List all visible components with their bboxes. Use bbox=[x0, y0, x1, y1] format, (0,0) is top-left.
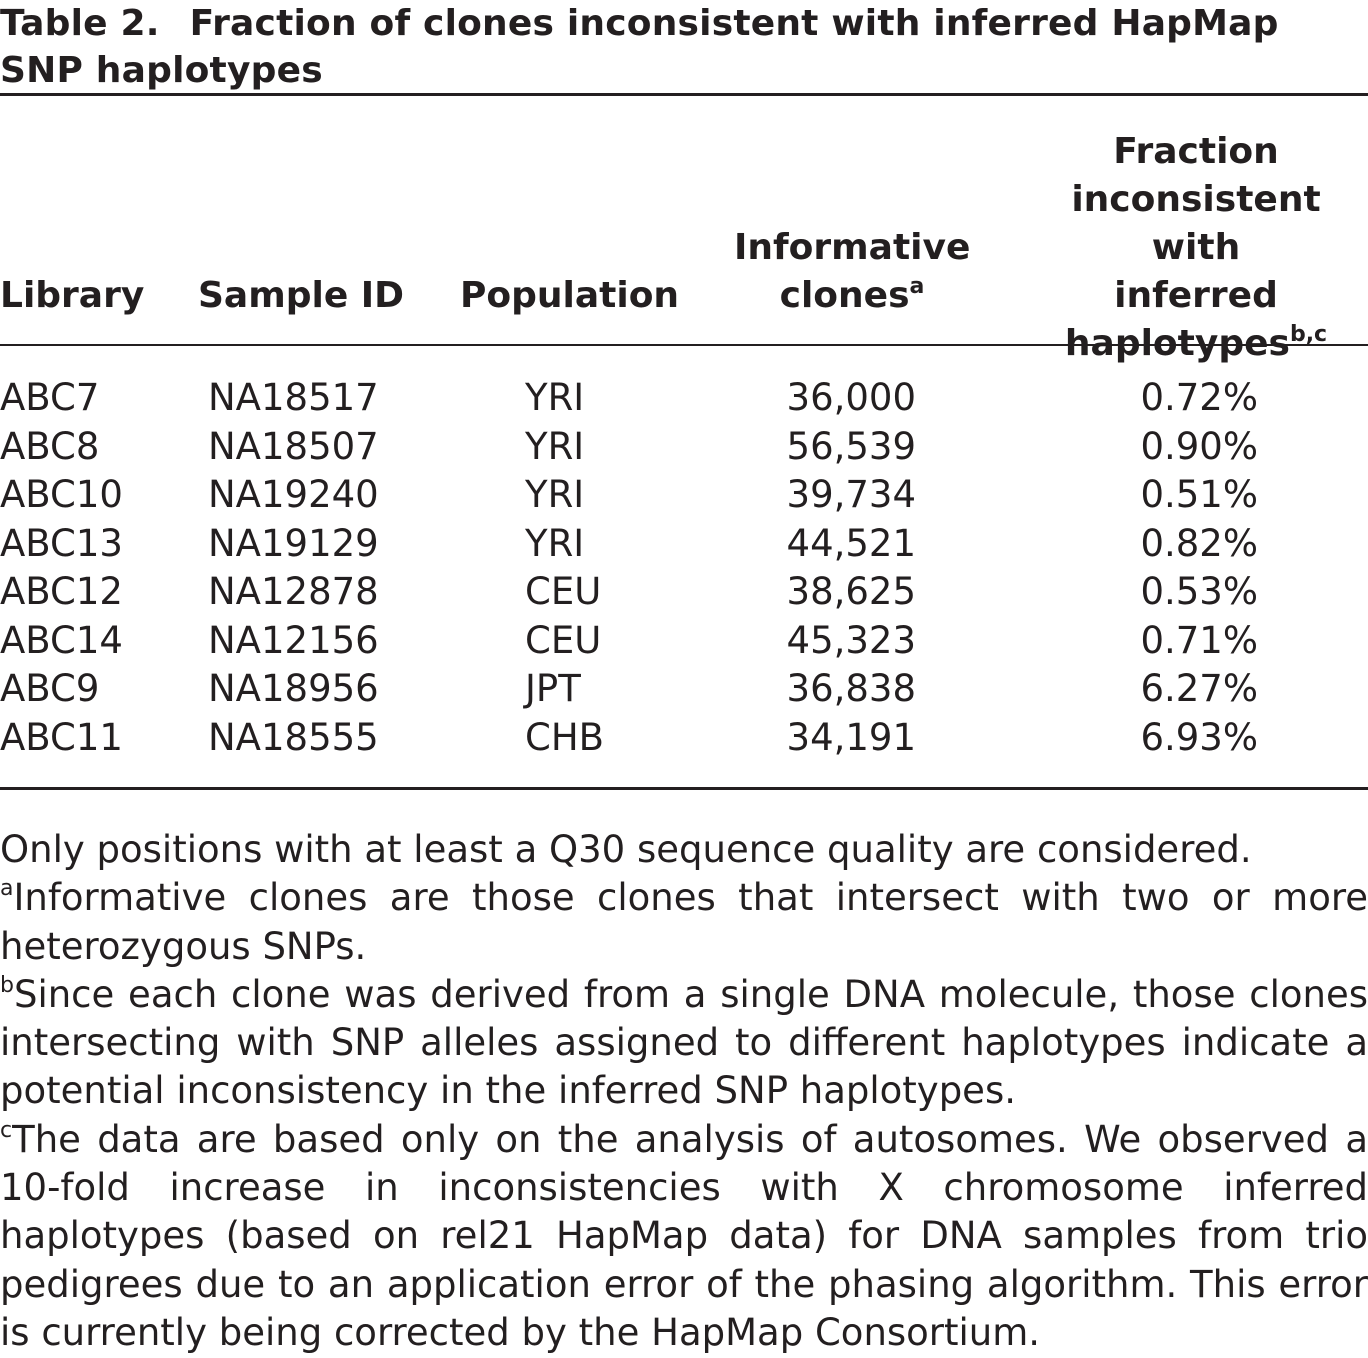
cell-informative: 39,734 bbox=[786, 473, 916, 516]
table-title: Table 2. Fraction of clones inconsistent … bbox=[0, 0, 1368, 94]
cell-library: ABC11 bbox=[0, 715, 123, 759]
table-title-line2: SNP haplotypes bbox=[0, 50, 323, 91]
footnote-c: cThe data are based only on the analysis… bbox=[0, 1116, 1368, 1357]
cell-fraction: 6.93% bbox=[1140, 715, 1258, 759]
footnote-mark-a: a bbox=[909, 274, 925, 299]
header-fraction-inconsistent: Fraction inconsistent with inferred hapl… bbox=[1024, 128, 1368, 368]
footnote-c-mark: c bbox=[0, 1117, 13, 1143]
cell-sample-id: NA19129 bbox=[208, 521, 379, 565]
cell-population: CHB bbox=[525, 715, 605, 759]
header-population: Population bbox=[460, 275, 680, 316]
cell-library: ABC13 bbox=[0, 521, 123, 565]
cell-population: YRI bbox=[525, 521, 585, 565]
footnote-general: Only positions with at least a Q30 seque… bbox=[0, 828, 1252, 871]
table-footnotes: Only positions with at least a Q30 seque… bbox=[0, 826, 1368, 1357]
cell-fraction: 0.51% bbox=[1140, 473, 1258, 516]
cell-library: ABC12 bbox=[0, 570, 123, 613]
table-row: ABC10 NA19240 YRI 39,734 0.51% bbox=[0, 471, 1368, 520]
table-row: ABC11 NA18555 CHB 34,191 6.93% bbox=[0, 714, 1368, 763]
cell-informative: 36,000 bbox=[786, 376, 916, 419]
cell-informative: 36,838 bbox=[786, 667, 916, 710]
footnote-b: bSince each clone was derived from a sin… bbox=[0, 971, 1368, 1116]
header-library: Library bbox=[0, 275, 145, 316]
cell-sample-id: NA18555 bbox=[208, 715, 379, 759]
table-row: ABC12 NA12878 CEU 38,625 0.53% bbox=[0, 568, 1368, 617]
header-informative-line2: clones bbox=[779, 275, 910, 316]
table-row: ABC7 NA18517 YRI 36,000 0.72% bbox=[0, 374, 1368, 423]
cell-population: JPT bbox=[525, 667, 581, 710]
cell-fraction: 6.27% bbox=[1140, 667, 1258, 710]
bottom-rule bbox=[0, 787, 1368, 790]
cell-sample-id: NA18507 bbox=[208, 424, 379, 468]
header-rule bbox=[0, 344, 1368, 346]
cell-informative: 56,539 bbox=[786, 424, 916, 468]
cell-population: YRI bbox=[525, 424, 585, 468]
cell-informative: 38,625 bbox=[786, 570, 916, 613]
footnote-a-text: Informative clones are those clones that… bbox=[0, 876, 1368, 968]
cell-library: ABC9 bbox=[0, 667, 100, 710]
header-fraction-line4: haplotypes bbox=[1064, 323, 1290, 364]
cell-population: CEU bbox=[525, 618, 602, 662]
cell-fraction: 0.53% bbox=[1140, 570, 1258, 613]
table-row: ABC9 NA18956 JPT 36,838 6.27% bbox=[0, 665, 1368, 714]
top-rule bbox=[0, 93, 1368, 96]
header-fraction-line2: inconsistent with bbox=[1071, 179, 1321, 268]
cell-library: ABC14 bbox=[0, 618, 123, 662]
table-row: ABC8 NA18507 YRI 56,539 0.90% bbox=[0, 423, 1368, 472]
footnote-c-text: The data are based only on the analysis … bbox=[0, 1117, 1368, 1354]
footnote-a-mark: a bbox=[0, 876, 14, 902]
footnote-a: aInformative clones are those clones tha… bbox=[0, 874, 1368, 971]
table-row: ABC14 NA12156 CEU 45,323 0.71% bbox=[0, 617, 1368, 666]
cell-population: YRI bbox=[525, 376, 585, 419]
header-sample-id: Sample ID bbox=[198, 275, 405, 316]
footnote-mark-bc: b,c bbox=[1289, 322, 1328, 347]
cell-library: ABC7 bbox=[0, 376, 100, 419]
cell-library: ABC8 bbox=[0, 424, 100, 468]
cell-sample-id: NA12156 bbox=[208, 618, 379, 662]
cell-informative: 45,323 bbox=[786, 618, 916, 662]
header-informative-line1: Informative bbox=[734, 227, 971, 268]
cell-informative: 44,521 bbox=[786, 521, 916, 565]
cell-population: CEU bbox=[525, 570, 602, 613]
cell-fraction: 0.72% bbox=[1140, 376, 1258, 419]
cell-sample-id: NA18956 bbox=[208, 667, 379, 710]
cell-library: ABC10 bbox=[0, 473, 123, 516]
cell-sample-id: NA19240 bbox=[208, 473, 379, 516]
table-row: ABC13 NA19129 YRI 44,521 0.82% bbox=[0, 520, 1368, 569]
table-title-line1: Fraction of clones inconsistent with inf… bbox=[189, 3, 1279, 44]
cell-fraction: 0.82% bbox=[1140, 521, 1258, 565]
header-informative-clones: Informative clonesa bbox=[734, 224, 970, 320]
table-label: Table 2. bbox=[0, 3, 160, 44]
cell-fraction: 0.90% bbox=[1140, 424, 1258, 468]
footnote-b-mark: b bbox=[0, 972, 14, 998]
cell-population: YRI bbox=[525, 473, 585, 516]
cell-fraction: 0.71% bbox=[1140, 618, 1258, 662]
cell-sample-id: NA12878 bbox=[208, 570, 379, 613]
cell-informative: 34,191 bbox=[786, 715, 916, 759]
header-fraction-line3: inferred bbox=[1114, 275, 1278, 316]
header-fraction-line1: Fraction bbox=[1113, 131, 1279, 172]
table-body: ABC7 NA18517 YRI 36,000 0.72% ABC8 NA185… bbox=[0, 374, 1368, 762]
cell-sample-id: NA18517 bbox=[208, 376, 379, 419]
footnote-b-text: Since each clone was derived from a sing… bbox=[0, 972, 1368, 1113]
